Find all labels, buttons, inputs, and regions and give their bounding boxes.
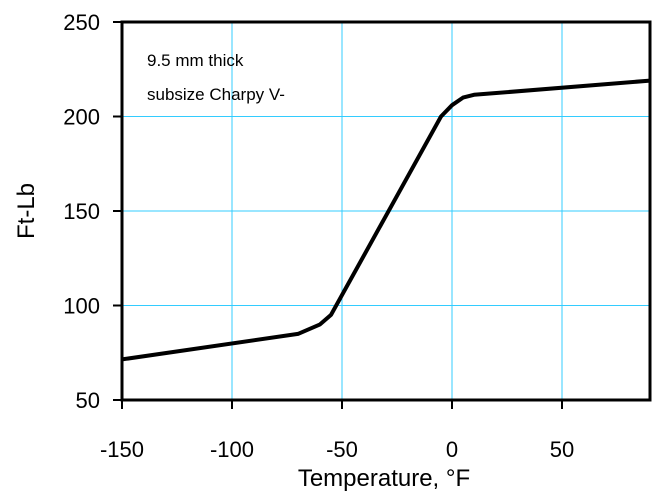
series-layer — [121, 78, 651, 362]
y-tick-label: 50 — [76, 388, 100, 413]
ticks — [113, 21, 563, 409]
x-tick-label: -100 — [210, 437, 254, 462]
annotation-line-2: subsize Charpy V- — [147, 85, 285, 104]
annotation-line-1: 9.5 mm thick — [147, 51, 244, 70]
x-tick-label: 50 — [550, 437, 574, 462]
x-tick-label: -150 — [100, 437, 144, 462]
grid — [121, 21, 650, 401]
x-axis-label: Temperature, °F — [298, 465, 470, 492]
y-tick-label: 150 — [63, 199, 100, 224]
y-tick-label: 250 — [63, 10, 100, 35]
y-axis-label: Ft-Lb — [13, 183, 40, 239]
series-line — [121, 78, 651, 362]
y-tick-label: 200 — [63, 105, 100, 130]
x-tick-label: -50 — [326, 437, 358, 462]
x-tick-label: 0 — [446, 437, 458, 462]
tick-labels: -150 -100 -50 0 50 50 100 150 200 250 — [63, 10, 574, 462]
y-tick-label: 100 — [63, 294, 100, 319]
